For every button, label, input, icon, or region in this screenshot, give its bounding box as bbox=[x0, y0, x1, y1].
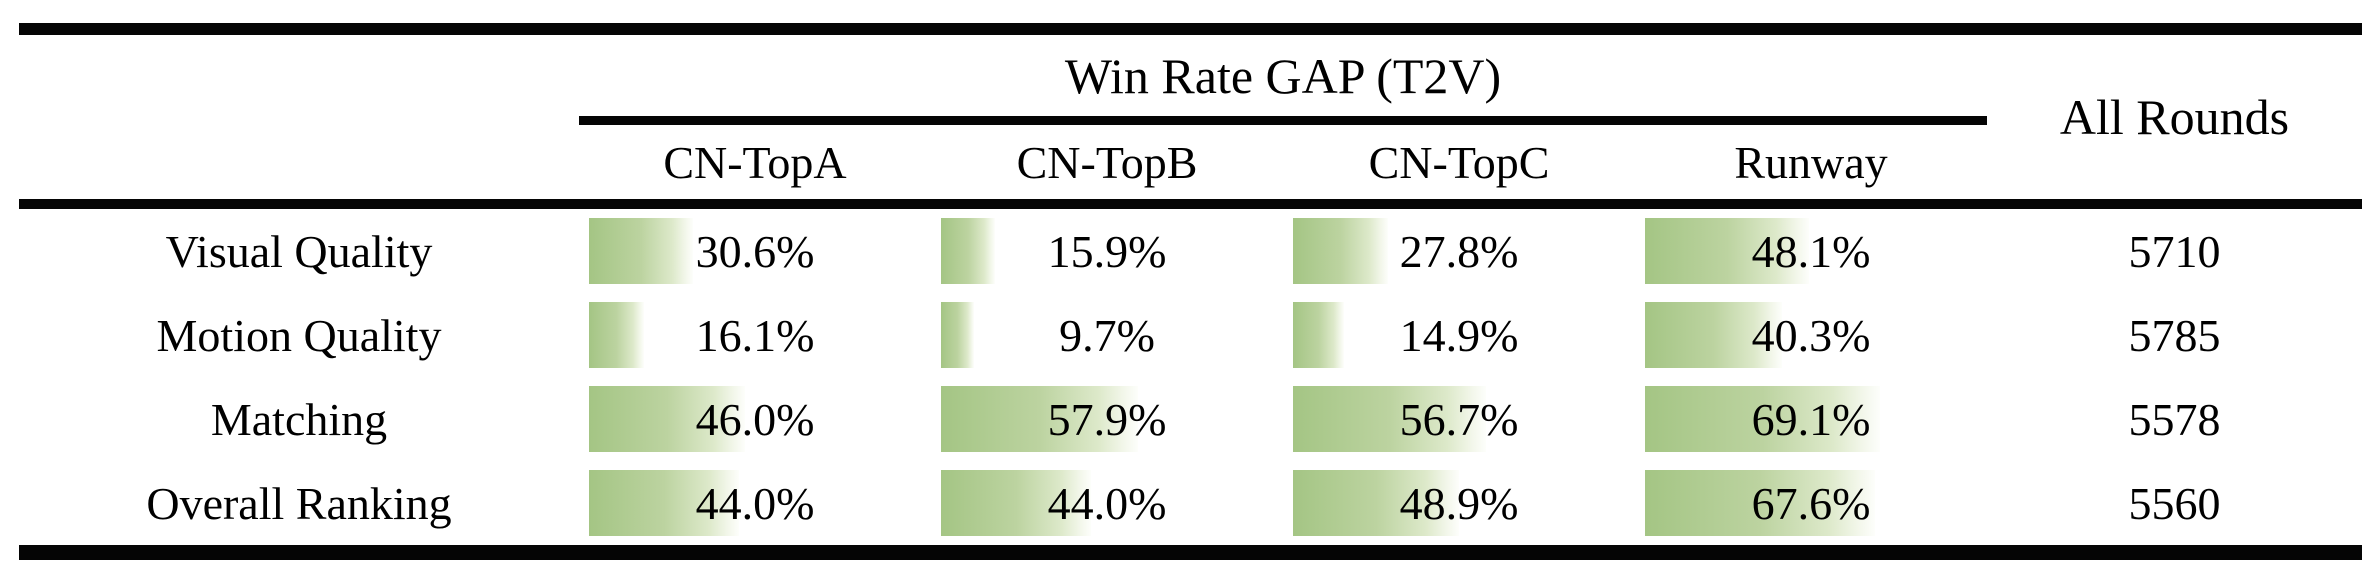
top-rule bbox=[19, 23, 2362, 35]
win-rate-bar bbox=[941, 218, 996, 284]
column-header-runway: Runway bbox=[1734, 136, 1888, 188]
win-rate-value: 48.1% bbox=[1751, 225, 1871, 277]
win-rate-bar bbox=[1293, 218, 1388, 284]
value-cell: 9.7% bbox=[931, 293, 1283, 377]
win-rate-bar bbox=[1645, 302, 1783, 368]
column-header-cn-topc: CN-TopC bbox=[1368, 136, 1550, 188]
column-header-cn-topa: CN-TopA bbox=[663, 136, 847, 188]
value-cell: 15.9% bbox=[931, 209, 1283, 293]
value-cell: 27.8% bbox=[1283, 209, 1635, 293]
win-rate-value: 9.7% bbox=[1059, 309, 1155, 361]
column-header-all-rounds: All Rounds bbox=[2059, 89, 2290, 145]
win-rate-bar bbox=[589, 470, 739, 536]
table-body: Visual Quality 30.6% 15.9% 27.8% 48.1% 5… bbox=[19, 209, 2362, 545]
value-cell: 16.1% bbox=[579, 293, 931, 377]
win-rate-bar bbox=[1645, 218, 1809, 284]
group-header-win-rate-gap: Win Rate GAP (T2V) bbox=[579, 35, 1987, 125]
win-rate-value: 44.0% bbox=[695, 477, 815, 529]
win-rate-value: 48.9% bbox=[1399, 477, 1519, 529]
row-label-motion-quality: Motion Quality bbox=[156, 309, 442, 361]
win-rate-value: 67.6% bbox=[1751, 477, 1871, 529]
all-rounds-value: 5560 bbox=[2128, 477, 2221, 529]
row-label-overall-ranking: Overall Ranking bbox=[146, 477, 452, 529]
all-rounds-value: 5578 bbox=[2128, 393, 2221, 445]
value-cell: 44.0% bbox=[579, 461, 931, 545]
win-rate-value: 40.3% bbox=[1751, 309, 1871, 361]
win-rate-bar bbox=[1293, 302, 1344, 368]
header-rule bbox=[19, 199, 2362, 209]
win-rate-bar bbox=[589, 386, 746, 452]
win-rate-bar bbox=[941, 386, 1138, 452]
value-cell: 44.0% bbox=[931, 461, 1283, 545]
value-cell: 69.1% bbox=[1635, 377, 1987, 461]
win-rate-bar bbox=[1645, 470, 1875, 536]
win-rate-value: 69.1% bbox=[1751, 393, 1871, 445]
results-table: Win Rate GAP (T2V) All Rounds CN-TopA CN… bbox=[19, 23, 2362, 560]
corner-blank-cell bbox=[19, 35, 579, 199]
value-cell: 46.0% bbox=[579, 377, 931, 461]
win-rate-value: 14.9% bbox=[1399, 309, 1519, 361]
value-cell: 67.6% bbox=[1635, 461, 1987, 545]
win-rate-bar bbox=[1645, 386, 1880, 452]
win-rate-bar bbox=[1293, 470, 1460, 536]
win-rate-value: 56.7% bbox=[1399, 393, 1519, 445]
value-cell: 14.9% bbox=[1283, 293, 1635, 377]
win-rate-value: 44.0% bbox=[1047, 477, 1167, 529]
win-rate-bar bbox=[941, 470, 1091, 536]
win-rate-bar bbox=[589, 302, 644, 368]
all-rounds-value: 5710 bbox=[2128, 225, 2221, 277]
all-rounds-value: 5785 bbox=[2128, 309, 2221, 361]
win-rate-value: 27.8% bbox=[1399, 225, 1519, 277]
win-rate-value: 30.6% bbox=[695, 225, 815, 277]
value-cell: 57.9% bbox=[931, 377, 1283, 461]
value-cell: 48.9% bbox=[1283, 461, 1635, 545]
column-header-cn-topb: CN-TopB bbox=[1016, 136, 1198, 188]
bottom-rule bbox=[19, 545, 2362, 560]
value-cell: 56.7% bbox=[1283, 377, 1635, 461]
win-rate-value: 57.9% bbox=[1047, 393, 1167, 445]
value-cell: 48.1% bbox=[1635, 209, 1987, 293]
win-rate-bar bbox=[941, 302, 974, 368]
win-rate-value: 46.0% bbox=[695, 393, 815, 445]
win-rate-bar bbox=[1293, 386, 1486, 452]
value-cell: 30.6% bbox=[579, 209, 931, 293]
value-cell: 40.3% bbox=[1635, 293, 1987, 377]
win-rate-bar bbox=[589, 218, 694, 284]
row-label-matching: Matching bbox=[210, 393, 388, 445]
row-label-visual-quality: Visual Quality bbox=[165, 225, 433, 277]
table-header: Win Rate GAP (T2V) All Rounds CN-TopA CN… bbox=[19, 35, 2362, 199]
win-rate-value: 16.1% bbox=[695, 309, 815, 361]
win-rate-value: 15.9% bbox=[1047, 225, 1167, 277]
